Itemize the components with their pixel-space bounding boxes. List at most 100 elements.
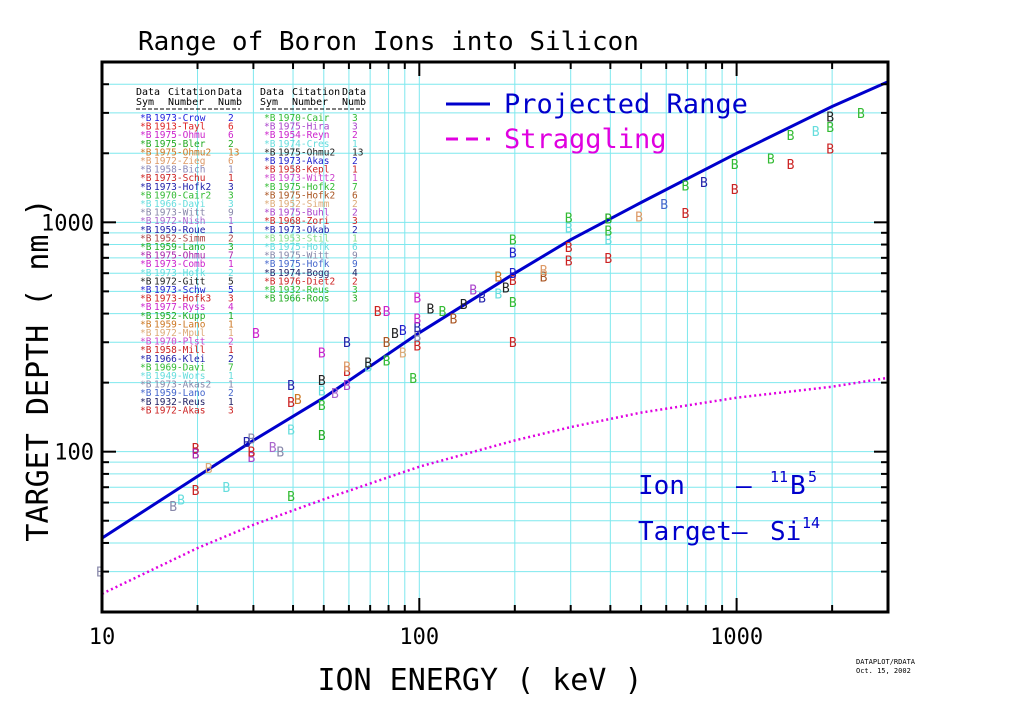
citation-sym: *B [264,199,276,210]
citation-count: 3 [228,294,234,305]
data-point: B [494,287,502,302]
citation-sym: *B [140,380,152,391]
data-point: B [494,271,502,286]
citation-row: *B 1973-Hofk2 3 [140,182,234,193]
citation-count: 1 [228,216,234,227]
legend-straggling-label: Straggling [504,124,667,155]
citation-count: 3 [228,405,234,416]
y-tick-label: 100 [54,441,94,466]
citation-name: 1975-Hofk2 [278,190,335,201]
citation-sym: *B [140,242,152,253]
citation-sym: *B [264,225,276,236]
citation-sym: *B [140,130,152,141]
citation-row: *B 1954-Reyn 2 [264,130,358,141]
citation-row: *B 1974-Bogg 4 [264,268,358,279]
citation-name: 1972-Akas [154,405,205,416]
data-point: B [767,152,775,167]
citation-sym: *B [140,208,152,219]
data-point: B [318,347,326,362]
citation-sym: *B [140,354,152,365]
data-point: B [287,379,295,394]
citation-name: 1975-Witt [278,251,329,262]
data-point: B [287,423,295,438]
citation-row: *B 1975-Ohmu 6 [140,130,234,141]
data-point: B [383,354,391,369]
citation-count: 1 [228,173,234,184]
citation-count: 6 [228,130,234,141]
citation-name: 1973-Schw [154,285,206,296]
citation-name: 1966-Davi [154,199,206,210]
citation-sym: *B [140,173,152,184]
citation-sym: *B [140,285,152,296]
data-point: B [399,347,407,362]
citation-row: *B 1974-Cres 1 [264,139,358,150]
citation-count: 3 [352,113,358,124]
legend-projected-label: Projected Range [504,89,748,120]
citation-name: 1958-Mill [154,345,205,356]
citation-name: 1973-Okab [278,225,330,236]
citation-count: 3 [352,122,358,133]
citation-sym: *B [140,294,152,305]
data-point: B [383,305,391,320]
citation-count: 1 [228,319,234,330]
citation-count: 7 [228,251,234,262]
ion-symbol: B [790,471,806,501]
data-point: B [413,292,421,307]
data-point: B [205,462,213,477]
citation-name: 1966-Roos [278,294,329,305]
citation-sym: *B [264,182,276,193]
citation-sym: *B [140,139,152,150]
citation-name: 1973-Hofk [154,268,206,279]
target-z: 14 [802,514,820,532]
citation-sym: *B [264,276,276,287]
data-point: B [413,313,421,328]
data-point: B [509,234,517,249]
citation-row: *B 1975-Ohmu2 13 [264,147,363,158]
header-num-2b: Numb [342,97,366,108]
citation-name: 1976-Diet2 [278,276,335,287]
citation-count: 1 [352,233,358,244]
citation-count: 3 [228,199,234,210]
citation-count: 9 [352,259,358,270]
citation-count: 1 [228,225,234,236]
citation-name: 1970-Cair2 [154,190,211,201]
data-point: B [399,324,407,339]
citation-row: *B 1975-Buhl 2 [264,208,358,219]
data-point: B [509,336,517,351]
header-sym-2b: Sym [260,97,278,108]
citation-sym: *B [264,216,276,227]
data-point: B [96,566,104,581]
data-point: B [460,298,468,313]
citation-count: 5 [228,276,234,287]
data-point: B [243,436,251,451]
y-axis-label: TARGET DEPTH ( nm ) [21,198,56,541]
data-point: B [192,448,200,463]
citation-sym: *B [264,173,276,184]
citation-name: 1966-Klei [154,354,206,365]
header-num-1: Data [218,87,242,98]
citation-count: 2 [352,130,358,141]
citation-name: 1959-Lano [154,242,206,253]
citation-sym: *B [140,302,152,313]
citation-sym: *B [264,139,276,150]
citation-sym: *B [140,276,152,287]
citation-name: 1973-Schu [154,173,205,184]
citation-name: 1975-Hofk2 [278,182,335,193]
data-point: B [318,429,326,444]
citation-name: 1952-Kupp [154,311,206,322]
data-point: B [287,396,295,411]
ion-dash: – [736,471,752,501]
citation-sym: *B [140,388,152,399]
data-point: B [700,176,708,191]
citation-count: 7 [352,182,358,193]
data-point: B [787,158,795,173]
data-point: B [682,207,690,222]
citation-name: 1972-Zieg [154,156,205,167]
data-point: B [604,225,612,240]
citation-row: *B 1932-Reus 3 [264,285,358,296]
citation-name: 1973-Hofk2 [154,182,211,193]
citation-row: *B 1973-Witt2 1 [264,173,358,184]
data-point: B [269,441,277,456]
citation-row: *B 1975-Ohmu 7 [140,251,234,262]
citation-sym: *B [140,182,152,193]
